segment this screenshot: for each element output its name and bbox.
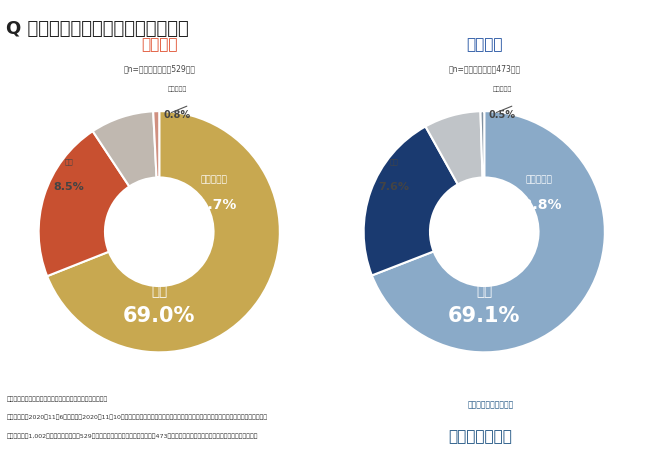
Text: 満足: 満足 <box>476 284 493 298</box>
Text: 不満: 不満 <box>64 158 73 165</box>
Wedge shape <box>480 111 484 177</box>
Text: 22.8%: 22.8% <box>514 198 563 212</box>
Text: （n=注文住宅購入者473人）: （n=注文住宅購入者473人） <box>448 64 520 73</box>
Text: ・調査期間：2020年11月6日（金）～2020年11月10日（火）　・調査方法：インターネット調査　　・モニター提供元：ゼネラルリサーチ: ・調査期間：2020年11月6日（金）～2020年11月10日（火） ・調査方法… <box>6 415 268 420</box>
Text: 0.5%: 0.5% <box>489 110 516 120</box>
Text: 21.7%: 21.7% <box>189 198 238 212</box>
Text: ・調査人数：1,002人（規格住宅購入者529人／規格住宅購入者と注文住宅購入者473人）　・調査対象：規格住宅購入者と注文住宅購入者: ・調査人数：1,002人（規格住宅購入者529人／規格住宅購入者と注文住宅購入者… <box>6 434 258 439</box>
Text: とても不満: とても不満 <box>168 87 187 92</box>
Wedge shape <box>93 111 157 186</box>
Wedge shape <box>372 111 605 352</box>
Wedge shape <box>426 111 482 184</box>
Wedge shape <box>38 131 129 276</box>
Text: 69.1%: 69.1% <box>448 306 521 326</box>
Text: Q 実際に入居してからの満足度は？: Q 実際に入居してからの満足度は？ <box>6 20 189 38</box>
Text: （調査概要：規格住宅と注文住宅のポイントに関する調査）: （調査概要：規格住宅と注文住宅のポイントに関する調査） <box>6 396 108 402</box>
Wedge shape <box>153 111 159 178</box>
Text: 8.5%: 8.5% <box>53 182 84 192</box>
Text: 快適と健康を科学する: 快適と健康を科学する <box>468 400 514 410</box>
Text: とても不満: とても不満 <box>493 87 512 92</box>
Text: 不満: 不満 <box>389 158 398 165</box>
Text: 0.8%: 0.8% <box>164 110 191 120</box>
Text: 満足: 満足 <box>151 284 168 298</box>
Wedge shape <box>47 111 280 352</box>
Text: ホクシンハウス: ホクシンハウス <box>448 429 512 445</box>
Text: （n=規格住宅購入者529人）: （n=規格住宅購入者529人） <box>124 64 195 73</box>
Text: 規格住宅: 規格住宅 <box>141 37 177 52</box>
Text: とても満足: とても満足 <box>525 176 552 184</box>
Text: 7.6%: 7.6% <box>378 182 410 192</box>
Text: 注文住宅: 注文住宅 <box>466 37 502 52</box>
Wedge shape <box>363 126 458 275</box>
Text: 69.0%: 69.0% <box>123 306 196 326</box>
Text: とても満足: とても満足 <box>200 176 227 184</box>
